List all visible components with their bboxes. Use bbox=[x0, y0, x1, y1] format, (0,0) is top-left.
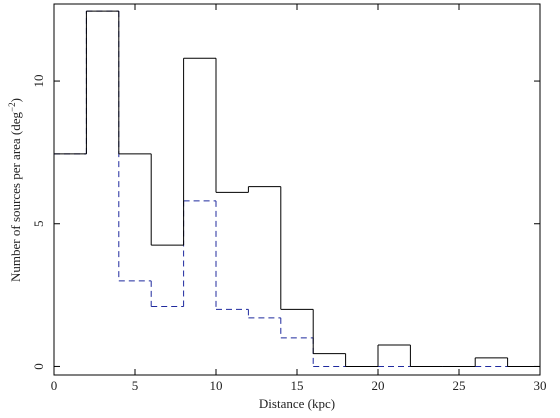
x-tick-label: 10 bbox=[210, 378, 223, 393]
plot-frame bbox=[53, 3, 541, 376]
x-tick-label: 30 bbox=[534, 378, 547, 393]
y-tick-label: 5 bbox=[31, 220, 46, 227]
series-solid bbox=[54, 10, 540, 367]
x-tick-label: 5 bbox=[132, 378, 139, 393]
y-axis-label-exponent: −2 bbox=[7, 102, 17, 112]
series-layer bbox=[54, 10, 540, 367]
axis-ticks bbox=[53, 4, 541, 375]
x-axis-label: Distance (kpc) bbox=[259, 396, 335, 411]
x-tick-label: 20 bbox=[372, 378, 385, 393]
y-axis-label-main: Number of sources per area (deg bbox=[8, 111, 23, 282]
y-tick-label: 0 bbox=[31, 363, 46, 370]
series-dashed bbox=[54, 10, 540, 367]
y-axis-label: Number of sources per area (deg−2) bbox=[7, 98, 23, 282]
y-axis-label-close: ) bbox=[8, 98, 23, 102]
x-tick-label: 0 bbox=[51, 378, 58, 393]
x-tick-label: 25 bbox=[453, 378, 466, 393]
x-tick-label: 15 bbox=[291, 378, 304, 393]
tick-labels: 0 5 10 15 20 25 30 0 5 10 bbox=[31, 75, 547, 393]
y-tick-label: 10 bbox=[31, 75, 46, 88]
